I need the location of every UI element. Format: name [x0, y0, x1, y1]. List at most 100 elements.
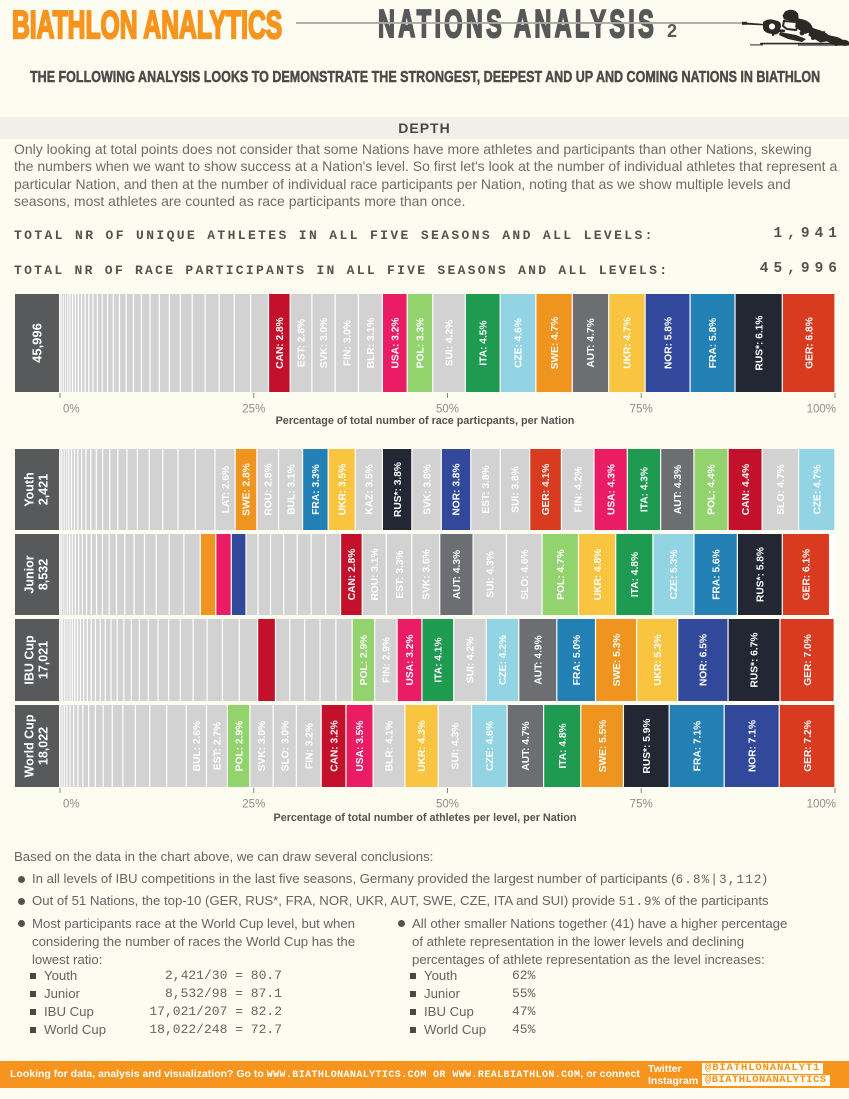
svg-text:SUI: 4.2%: SUI: 4.2%: [445, 320, 456, 366]
svg-text:KAZ: 3.5%: KAZ: 3.5%: [364, 464, 375, 514]
svg-text:SVK: 3.0%: SVK: 3.0%: [257, 721, 268, 771]
svg-text:BLR: 4.1%: BLR: 4.1%: [385, 721, 396, 771]
svg-text:BUL: 3.1%: BUL: 3.1%: [286, 464, 297, 514]
svg-text:AUT: 4.7%: AUT: 4.7%: [521, 721, 532, 770]
svg-text:FIN: 2.9%: FIN: 2.9%: [382, 637, 393, 683]
svg-text:NOR: 7.1%: NOR: 7.1%: [747, 720, 758, 772]
svg-text:CZE: 4.6%: CZE: 4.6%: [514, 318, 525, 368]
svg-text:EST: 2.7%: EST: 2.7%: [213, 722, 224, 770]
svg-text:0%: 0%: [63, 404, 80, 416]
svg-text:SUI: 4.2%: SUI: 4.2%: [466, 637, 477, 683]
svg-text:ITA: 4.8%: ITA: 4.8%: [558, 723, 569, 768]
svg-text:CZE: 5.3%: CZE: 5.3%: [669, 550, 680, 600]
svg-text:CZE: 4.2%: CZE: 4.2%: [498, 635, 509, 685]
svg-text:NOR: 3.8%: NOR: 3.8%: [452, 463, 463, 515]
svg-text:GER: 6.1%: GER: 6.1%: [802, 549, 813, 601]
svg-text:Junior: Junior: [23, 555, 37, 593]
svg-text:17,021: 17,021: [37, 641, 51, 679]
svg-text:AUT: 4.3%: AUT: 4.3%: [452, 550, 463, 599]
svg-text:50%: 50%: [436, 799, 459, 811]
svg-text:World Cup: World Cup: [23, 714, 37, 777]
svg-text:75%: 75%: [630, 404, 653, 416]
svg-text:UKR: 4.8%: UKR: 4.8%: [593, 549, 604, 601]
svg-text:AUT: 4.3%: AUT: 4.3%: [673, 465, 684, 514]
svg-text:FIN: 3.2%: FIN: 3.2%: [304, 723, 315, 769]
svg-text:RUS*: 6.7%: RUS*: 6.7%: [750, 633, 761, 688]
svg-text:ITA: 4.1%: ITA: 4.1%: [433, 637, 444, 682]
svg-text:CZE: 4.7%: CZE: 4.7%: [812, 465, 823, 515]
svg-text:SLO: 3.0%: SLO: 3.0%: [280, 721, 291, 771]
svg-text:CAN: 2.8%: CAN: 2.8%: [347, 549, 358, 601]
svg-text:USA: 3.5%: USA: 3.5%: [355, 721, 366, 772]
svg-text:FRA: 5.0%: FRA: 5.0%: [572, 635, 583, 685]
svg-text:LAT: 2.6%: LAT: 2.6%: [221, 466, 232, 513]
svg-text:GER: 6.8%: GER: 6.8%: [804, 317, 815, 369]
svg-text:25%: 25%: [242, 404, 265, 416]
svg-text:POL: 2.9%: POL: 2.9%: [359, 635, 370, 685]
svg-text:18,022: 18,022: [37, 727, 51, 765]
svg-text:SVK: 3.0%: SVK: 3.0%: [319, 318, 330, 368]
svg-text:CZE: 4.6%: CZE: 4.6%: [485, 721, 496, 771]
svg-text:UKR: 4.3%: UKR: 4.3%: [417, 720, 428, 772]
svg-text:CAN: 3.2%: CAN: 3.2%: [329, 720, 340, 772]
svg-text:ITA: 4.8%: ITA: 4.8%: [630, 552, 641, 597]
svg-text:8,532: 8,532: [37, 559, 51, 590]
svg-text:GER: 7.0%: GER: 7.0%: [803, 634, 814, 686]
svg-text:100%: 100%: [807, 404, 836, 416]
svg-text:ITA: 4.3%: ITA: 4.3%: [640, 467, 651, 512]
svg-text:RUS*: 3.8%: RUS*: 3.8%: [393, 462, 404, 517]
svg-text:SWE: 4.7%: SWE: 4.7%: [550, 317, 561, 370]
svg-text:NOR: 5.8%: NOR: 5.8%: [663, 317, 674, 369]
svg-text:NOR: 6.5%: NOR: 6.5%: [699, 634, 710, 686]
svg-text:CAN: 4.4%: CAN: 4.4%: [741, 464, 752, 516]
svg-text:0%: 0%: [63, 799, 80, 811]
svg-text:2,421: 2,421: [37, 474, 51, 505]
svg-text:USA: 3.2%: USA: 3.2%: [405, 635, 416, 686]
svg-text:FRA: 5.6%: FRA: 5.6%: [711, 549, 722, 599]
svg-text:GER: 7.2%: GER: 7.2%: [803, 720, 814, 772]
svg-text:USA: 4.3%: USA: 4.3%: [606, 464, 617, 515]
svg-text:POL: 4.7%: POL: 4.7%: [556, 549, 567, 599]
svg-text:ROU: 2.8%: ROU: 2.8%: [263, 463, 274, 515]
svg-text:IBU Cup: IBU Cup: [23, 635, 37, 685]
svg-text:SVK: 3.8%: SVK: 3.8%: [422, 464, 433, 514]
svg-text:Percentage of total number of: Percentage of total number of athletes p…: [274, 812, 577, 824]
svg-text:SVK: 3.6%: SVK: 3.6%: [421, 549, 432, 599]
svg-text:ITA: 4.5%: ITA: 4.5%: [478, 320, 489, 365]
svg-text:SUI: 3.8%: SUI: 3.8%: [511, 466, 522, 512]
svg-text:BUL: 2.6%: BUL: 2.6%: [192, 721, 203, 771]
svg-text:50%: 50%: [436, 404, 459, 416]
svg-text:FIN: 3.0%: FIN: 3.0%: [342, 320, 353, 366]
svg-text:75%: 75%: [630, 799, 653, 811]
svg-text:UKR: 3.5%: UKR: 3.5%: [337, 464, 348, 516]
svg-text:RUS*: 5.8%: RUS*: 5.8%: [755, 547, 766, 602]
svg-text:SUI: 4.3%: SUI: 4.3%: [451, 723, 462, 769]
svg-text:45,996: 45,996: [30, 323, 45, 363]
svg-text:FRA: 5.8%: FRA: 5.8%: [708, 318, 719, 368]
svg-text:POL: 4.4%: POL: 4.4%: [707, 464, 718, 514]
svg-text:AUT: 4.7%: AUT: 4.7%: [586, 318, 597, 367]
svg-text:USA: 3.2%: USA: 3.2%: [390, 318, 401, 369]
svg-text:EST: 2.8%: EST: 2.8%: [297, 319, 308, 367]
svg-text:RUS*: 5.9%: RUS*: 5.9%: [642, 719, 653, 774]
svg-text:EST: 3.8%: EST: 3.8%: [481, 465, 492, 513]
svg-text:GER: 4.1%: GER: 4.1%: [541, 464, 552, 516]
svg-text:100%: 100%: [807, 799, 836, 811]
svg-text:Youth: Youth: [23, 472, 37, 506]
svg-text:POL: 3.3%: POL: 3.3%: [416, 318, 427, 368]
svg-text:CAN: 2.8%: CAN: 2.8%: [275, 317, 286, 369]
svg-text:FRA: 7.1%: FRA: 7.1%: [692, 721, 703, 771]
svg-text:RUS*: 6.1%: RUS*: 6.1%: [754, 316, 765, 371]
svg-text:UKR: 4.7%: UKR: 4.7%: [623, 317, 634, 369]
svg-text:BLR: 3.1%: BLR: 3.1%: [366, 318, 377, 368]
svg-text:ROU: 3.1%: ROU: 3.1%: [370, 548, 381, 600]
svg-text:SWE: 2.8%: SWE: 2.8%: [242, 463, 253, 516]
svg-text:AUT: 4.9%: AUT: 4.9%: [533, 635, 544, 684]
svg-text:Percentage of total number of: Percentage of total number of race parti…: [276, 415, 575, 427]
svg-text:FIN: 4.2%: FIN: 4.2%: [573, 467, 584, 513]
svg-text:POL: 2.9%: POL: 2.9%: [234, 721, 245, 771]
svg-text:FRA: 3.3%: FRA: 3.3%: [311, 464, 322, 514]
svg-text:UKR: 5.3%: UKR: 5.3%: [653, 634, 664, 686]
svg-text:SUI: 4.3%: SUI: 4.3%: [485, 551, 496, 597]
svg-text:SWE: 5.3%: SWE: 5.3%: [612, 634, 623, 687]
